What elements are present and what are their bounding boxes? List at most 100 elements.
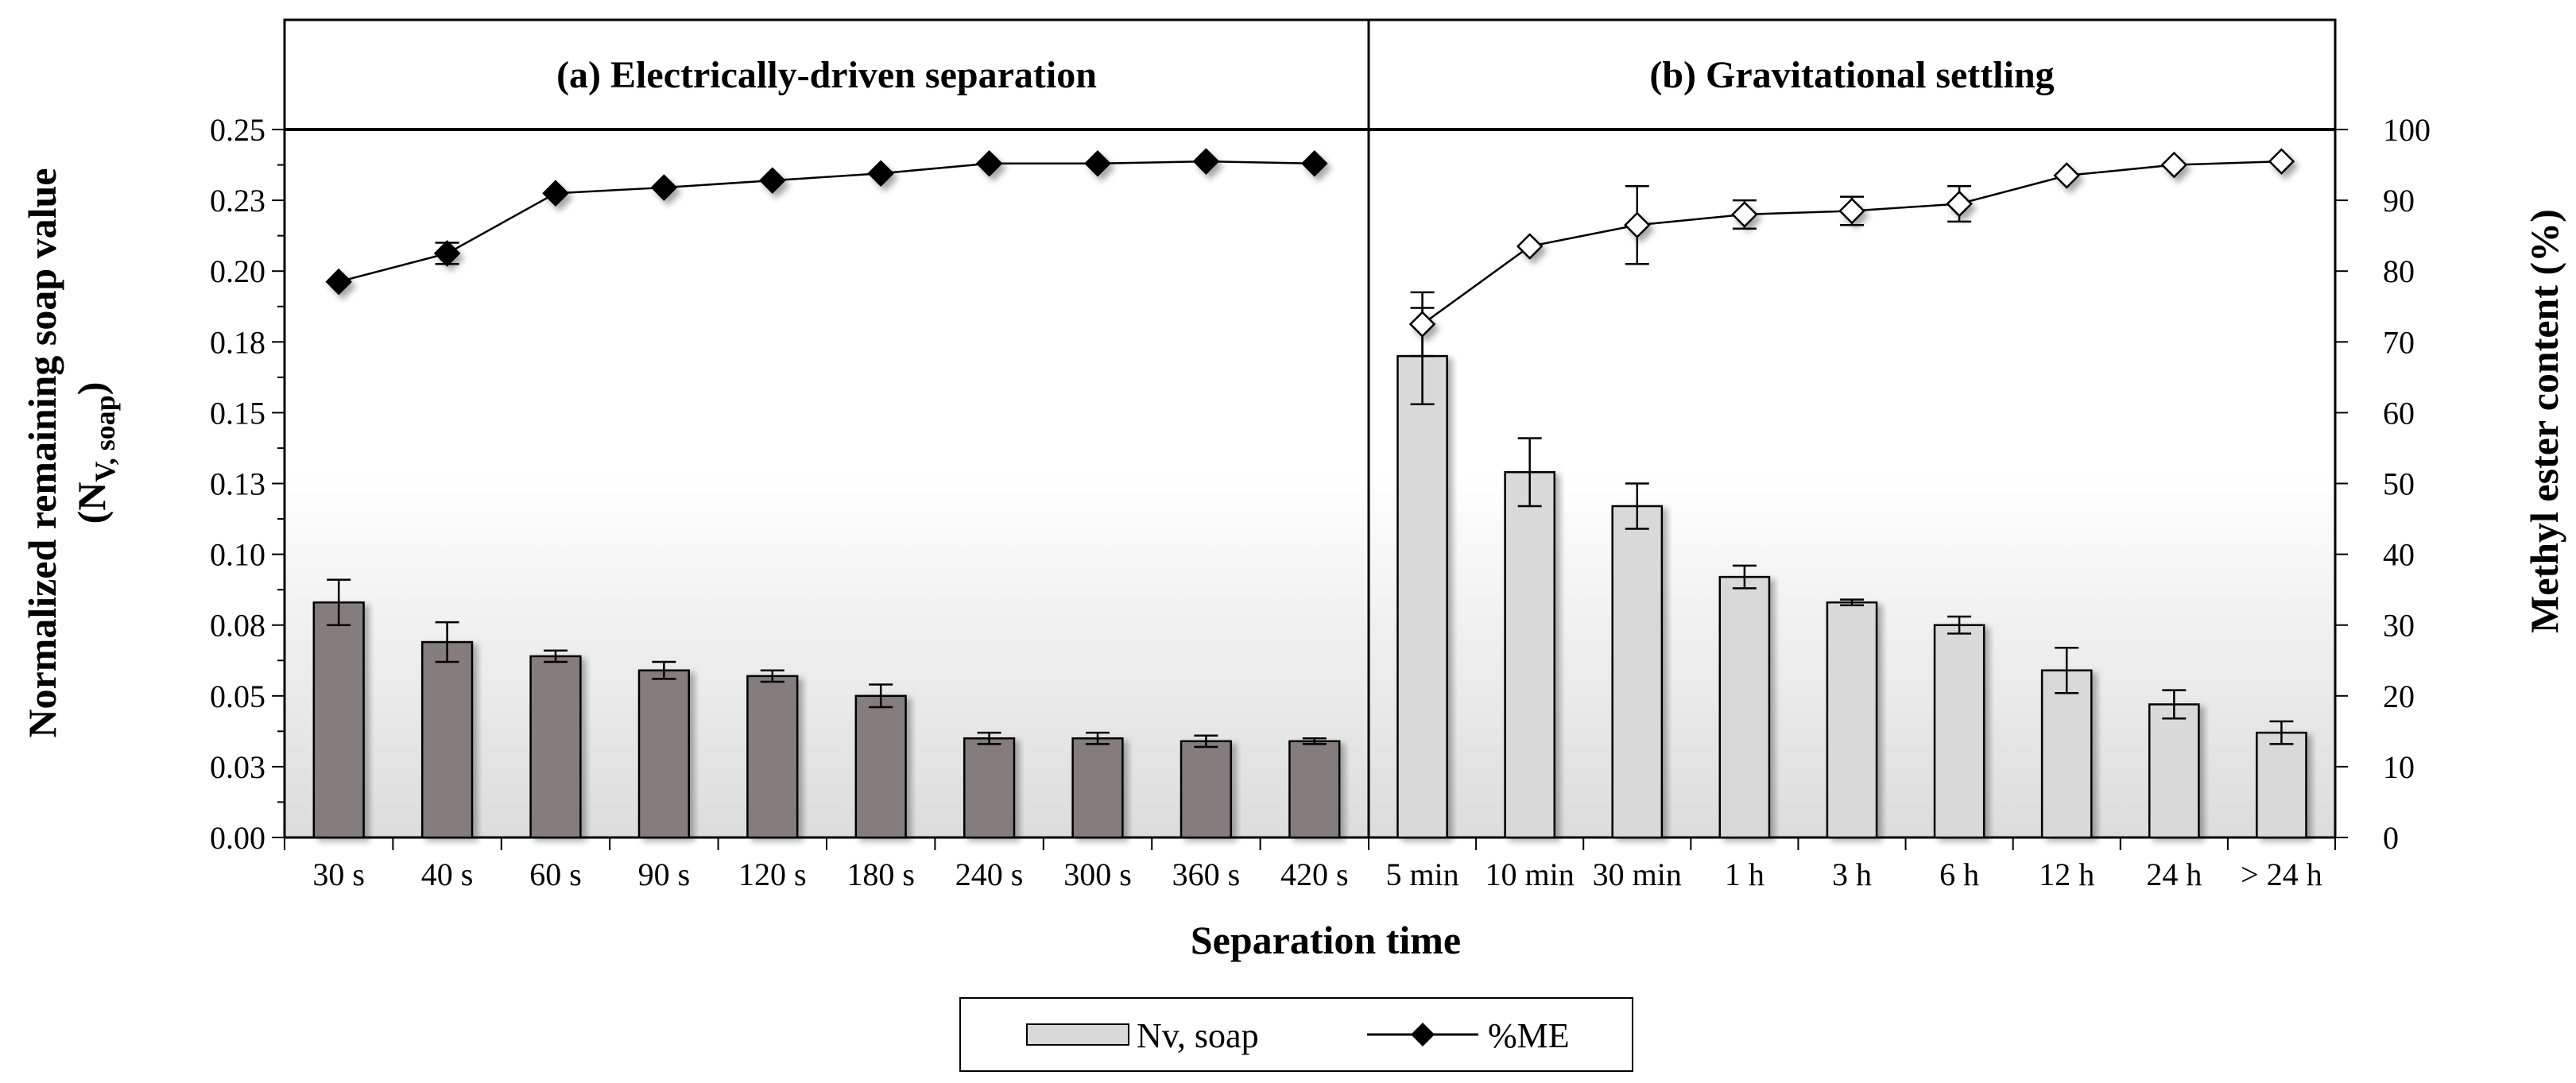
me-marker (975, 150, 1003, 177)
x-tick-label: 1 h (1725, 857, 1764, 892)
x-tick-label: 3 h (1832, 857, 1872, 892)
right-tick-label: 40 (2383, 537, 2415, 573)
right-tick-label: 90 (2383, 183, 2415, 219)
panel-b-title: (b) Gravitational settling (1649, 54, 2054, 96)
right-tick-label: 10 (2383, 749, 2415, 785)
left-tick-label: 0.08 (210, 608, 265, 644)
me-marker (1301, 150, 1328, 177)
left-tick-label: 0.03 (210, 749, 265, 785)
x-tick-label: 40 s (421, 857, 474, 892)
me-marker (1192, 148, 1220, 175)
right-tick-label: 80 (2383, 253, 2415, 289)
left-tick-label: 0.20 (210, 253, 265, 289)
x-tick-label: > 24 h (2241, 857, 2322, 892)
bar (2256, 731, 2307, 839)
x-tick-label: 90 s (638, 857, 691, 892)
me-marker (1838, 197, 1865, 225)
me-marker (867, 160, 894, 188)
panel-a-title: (a) Electrically-driven separation (556, 54, 1097, 96)
right-tick-label: 0 (2383, 820, 2399, 856)
me-marker (650, 174, 678, 201)
right-tick-label: 70 (2383, 324, 2415, 360)
me-marker (2053, 162, 2080, 189)
bar (2040, 669, 2093, 839)
me-marker (2268, 148, 2295, 175)
me-marker (1946, 190, 1973, 218)
left-tick-label: 0.00 (210, 820, 265, 856)
x-tick-label: 240 s (955, 857, 1024, 892)
x-tick-label: 10 min (1486, 857, 1575, 892)
left-axis: 0.00 0.03 0.05 0.08 0.10 0.13 0.15 0.18 0.20 0.23… (210, 112, 285, 856)
left-tick-label: 0.23 (210, 183, 265, 219)
left-tick-label: 0.05 (210, 679, 265, 714)
bar (963, 737, 1016, 839)
x-tick-label: 60 s (529, 857, 582, 892)
right-tick-label: 20 (2383, 679, 2415, 714)
bar (420, 640, 474, 839)
left-axis-title-close: ) (69, 382, 114, 396)
legend-bar-swatch (1026, 1023, 1129, 1046)
bar (529, 655, 582, 839)
me-marker (759, 167, 786, 194)
bar (312, 601, 365, 839)
me-marker (2160, 151, 2188, 179)
left-axis-title-subscript: V, soap (89, 395, 121, 482)
plot-background (285, 20, 2335, 837)
bar (1933, 624, 1985, 839)
left-axis-title: Normalized remaining soap value (NV, soa… (20, 168, 121, 737)
me-marker (1731, 201, 1758, 228)
right-axis: 0 10 20 30 40 50 60 70 80 90 100 (2335, 112, 2431, 856)
bar (854, 694, 907, 839)
bar (1718, 575, 1771, 839)
right-tick-label: 30 (2383, 608, 2415, 644)
bar (2148, 703, 2200, 839)
right-tick-label: 100 (2383, 112, 2431, 148)
me-marker (1408, 311, 1436, 338)
line-series (325, 148, 2295, 358)
left-tick-label: 0.15 (210, 395, 265, 431)
x-tick-label: 5 min (1385, 857, 1458, 892)
right-tick-label: 50 (2383, 466, 2415, 502)
x-tick-label: 120 s (738, 857, 807, 892)
bar (637, 669, 691, 839)
left-axis-title-line1: Normalized remaining soap value (20, 168, 64, 737)
left-tick-label: 0.25 (210, 112, 265, 148)
left-tick-label: 0.10 (210, 537, 265, 573)
bar (1826, 601, 1878, 839)
left-tick-label: 0.18 (210, 324, 265, 360)
left-tick-label: 0.13 (210, 466, 265, 502)
bar (1071, 737, 1124, 839)
x-tick-label: 360 s (1172, 857, 1241, 892)
x-tick-label: 420 s (1280, 857, 1349, 892)
legend-bar-label: Nv, soap (1137, 1016, 1259, 1055)
bar (1504, 470, 1555, 839)
left-axis-title-open: (N (69, 482, 114, 524)
x-tick-label: 30 min (1593, 857, 1682, 892)
x-tick-label: 6 h (1939, 857, 1979, 892)
legend-diamond-marker (1411, 1023, 1435, 1046)
me-marker (1624, 211, 1651, 239)
x-tick-label: 180 s (846, 857, 915, 892)
bar (1396, 354, 1448, 839)
x-axis: 30 s 40 s 60 s 90 s 120 s 180 s 240 s 300 s 360 … (284, 837, 2336, 892)
bar (746, 675, 799, 839)
me-marker (1084, 150, 1111, 177)
me-line (338, 160, 1315, 283)
left-axis-title-line2: (NV, soap) (69, 382, 121, 524)
x-tick-label: 24 h (2146, 857, 2202, 892)
right-axis-title: Methyl ester content (%) (2522, 209, 2566, 633)
x-tick-label: 30 s (312, 857, 365, 892)
me-marker (542, 180, 569, 207)
x-tick-label: 300 s (1063, 857, 1132, 892)
x-tick-label: 12 h (2039, 857, 2094, 892)
me-marker (325, 268, 352, 296)
bar-series (312, 307, 2307, 839)
right-tick-label: 60 (2383, 395, 2415, 431)
legend-line-label: %ME (1488, 1016, 1570, 1055)
legend: Nv, soap %ME (959, 997, 1633, 1072)
bar (1288, 740, 1341, 839)
x-axis-title: Separation time (1191, 918, 1461, 962)
me-marker (1516, 233, 1544, 260)
bar (1180, 740, 1233, 839)
